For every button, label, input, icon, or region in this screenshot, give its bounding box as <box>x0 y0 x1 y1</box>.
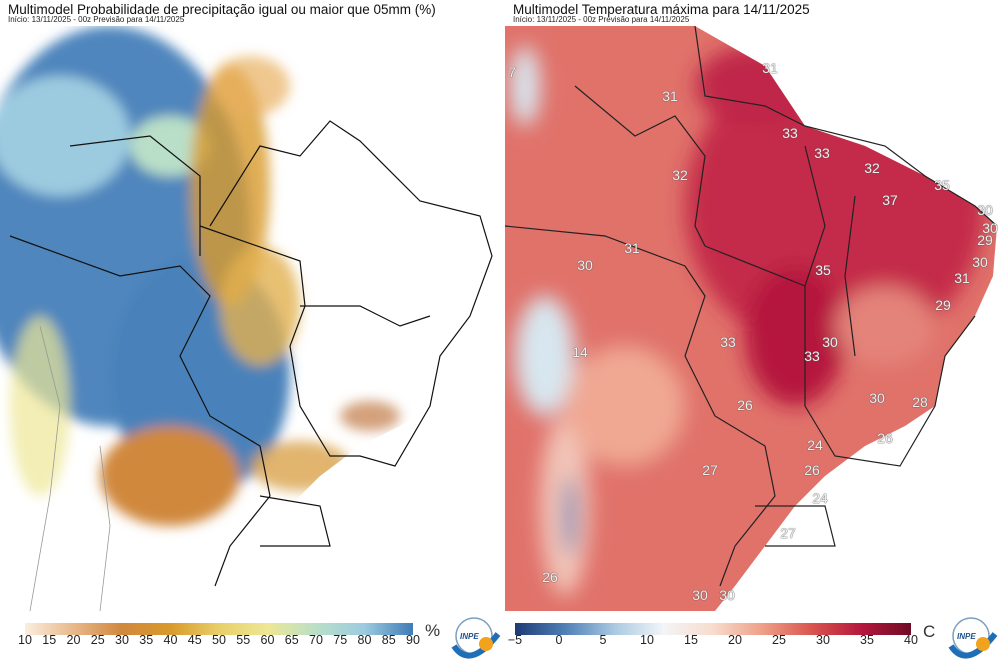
precipitation-probability-panel: Multimodel Probabilidade de precipitação… <box>0 2 501 659</box>
temperature-label: 26 <box>877 430 893 446</box>
temperature-label: 30 <box>982 220 998 236</box>
colorbar-tick: 25 <box>90 633 105 647</box>
colorbar-tick: 0 <box>555 633 563 647</box>
colorbar-tick: 40 <box>904 633 918 647</box>
temperature-label: 27 <box>702 462 718 478</box>
colorbar-tick: 35 <box>139 633 154 647</box>
colorbar-tick: 90 <box>406 633 420 647</box>
temperature-label: 29 <box>977 232 993 248</box>
temperature-map <box>505 26 1000 611</box>
temperature-label: 26 <box>737 397 753 413</box>
temperature-label: 33 <box>782 125 798 141</box>
precipitation-map <box>0 26 500 611</box>
temperature-colorbar <box>515 623 911 635</box>
temperature-label: 30 <box>822 334 838 350</box>
colorbar-tick: 30 <box>816 633 830 647</box>
colorbar-tick: 55 <box>236 633 251 647</box>
colorbar-tick: 60 <box>260 633 275 647</box>
colorbar-unit: C <box>923 622 936 641</box>
temperature-label: 30 <box>972 254 988 270</box>
colorbar-tick: 30 <box>115 633 129 647</box>
temperature-label: 35 <box>815 262 831 278</box>
svg-text:INPE: INPE <box>957 632 976 641</box>
panel-subtitle: Início: 13/11/2025 - 00z Previsão para 1… <box>8 15 185 24</box>
colorbar-tick: 15 <box>42 633 57 647</box>
temperature-label: 29 <box>935 297 951 313</box>
temperature-label: 30 <box>692 587 708 603</box>
temperature-label: 26 <box>542 569 558 585</box>
temperature-label: 27 <box>780 525 796 541</box>
colorbar-tick: 20 <box>66 633 81 647</box>
panel-title: Multimodel Temperatura máxima para 14/11… <box>513 2 810 17</box>
colorbar-tick: 10 <box>640 633 654 647</box>
temperature-label: 31 <box>762 60 778 76</box>
temperature-label: 24 <box>807 437 823 453</box>
temperature-label: 26 <box>804 462 820 478</box>
inpe-logo: INPE <box>948 617 998 659</box>
temperature-label: 32 <box>672 167 688 183</box>
max-temperature-panel: Multimodel Temperatura máxima para 14/11… <box>505 0 1000 666</box>
temperature-label: 31 <box>662 88 678 104</box>
temperature-label: 31 <box>624 240 640 256</box>
panel-title: Multimodel Probabilidade de precipitação… <box>8 2 436 17</box>
temperature-label: 30 <box>869 390 885 406</box>
inpe-logo: INPE <box>451 617 501 659</box>
colorbar-tick: 20 <box>728 633 742 647</box>
temperature-label: 33 <box>804 348 820 364</box>
colorbar-unit: % <box>425 621 441 640</box>
colorbar-tick: −5 <box>507 633 523 647</box>
colorbar-tick: 15 <box>684 633 698 647</box>
temperature-label: 33 <box>720 334 736 350</box>
temperature-label: 30 <box>977 202 993 218</box>
colorbar-tick: 45 <box>187 633 202 647</box>
colorbar-tick: 40 <box>163 633 178 647</box>
temperature-label: 33 <box>814 145 830 161</box>
temperature-label: 24 <box>812 490 828 506</box>
colorbar-tick: 70 <box>309 633 323 647</box>
colorbar-tick: 25 <box>772 633 786 647</box>
temperature-label: 31 <box>954 270 970 286</box>
temperature-label: 35 <box>934 177 950 193</box>
colorbar-tick: 10 <box>18 633 32 647</box>
temperature-label: 14 <box>572 344 588 360</box>
temperature-label: 37 <box>882 192 898 208</box>
colorbar-tick: 5 <box>599 633 607 647</box>
colorbar-tick: 35 <box>860 633 874 647</box>
temperature-label: 32 <box>864 160 880 176</box>
colorbar-tick: 65 <box>284 633 299 647</box>
precipitation-colorbar <box>25 623 413 635</box>
colorbar-tick: 50 <box>212 633 226 647</box>
temperature-label: 7 <box>508 64 516 80</box>
panel-subtitle: Início: 13/11/2025 - 00z Previsão para 1… <box>513 15 690 24</box>
temperature-label: 30 <box>719 587 735 603</box>
svg-text:INPE: INPE <box>460 632 479 641</box>
colorbar-tick: 85 <box>381 633 396 647</box>
colorbar-tick: 75 <box>333 633 348 647</box>
temperature-label: 28 <box>912 394 928 410</box>
colorbar-tick: 80 <box>357 633 372 647</box>
temperature-label: 30 <box>577 257 593 273</box>
